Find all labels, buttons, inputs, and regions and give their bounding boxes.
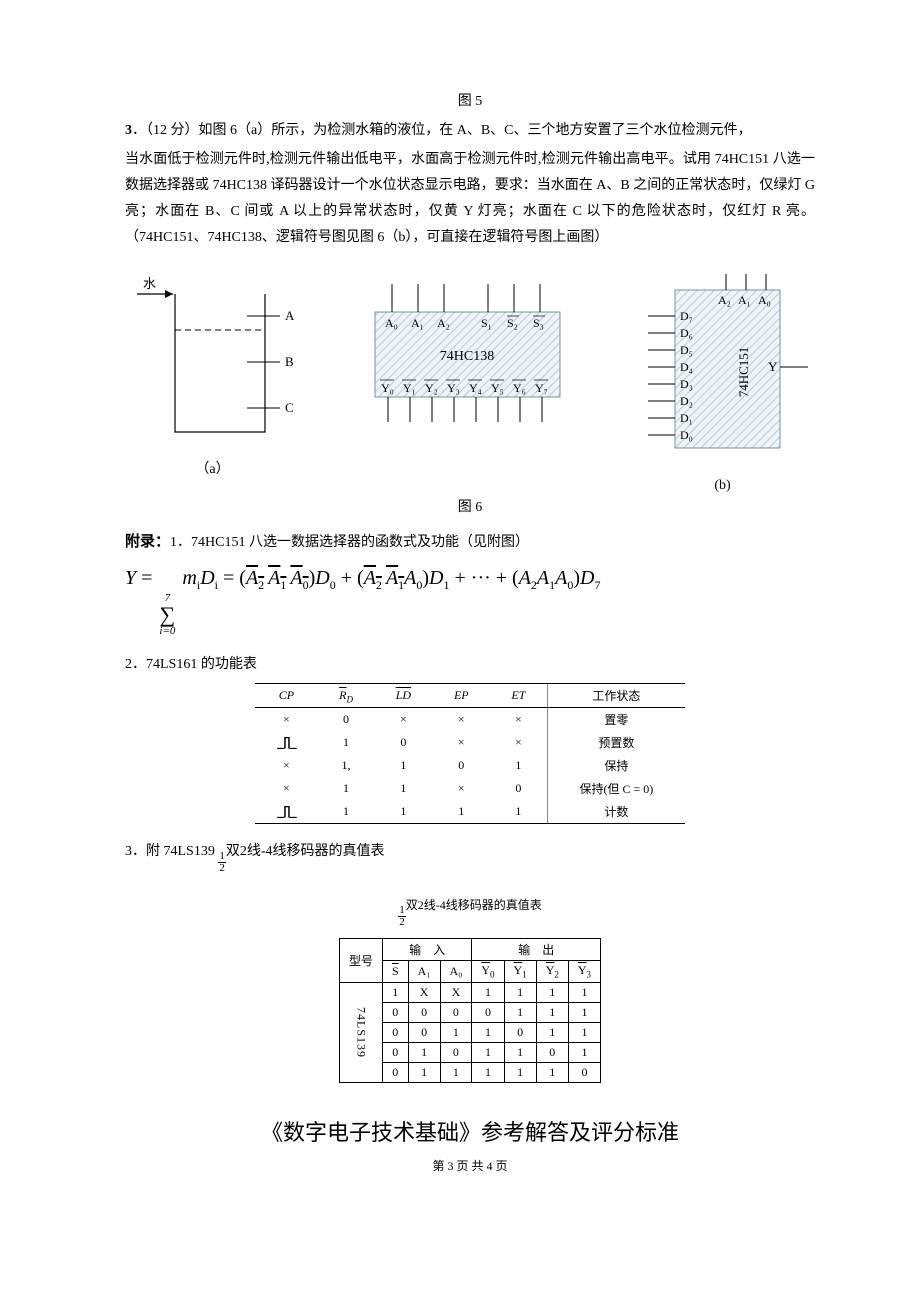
svg-text:Y₇: Y₇ xyxy=(535,381,548,395)
svg-text:D₁: D₁ xyxy=(680,411,693,425)
svg-text:D₅: D₅ xyxy=(680,343,693,357)
page-footer: 第 3 页 共 4 页 xyxy=(125,1157,815,1174)
label-A: A xyxy=(285,308,295,323)
svg-text:D₂: D₂ xyxy=(680,394,693,408)
caption-b: (b) xyxy=(630,478,815,494)
document-title: 《数字电子技术基础》参考解答及评分标准 xyxy=(125,1115,815,1147)
label-C: C xyxy=(285,400,294,415)
q3-heading: 3．（12 分）如图 6（a）所示，为检测水箱的液位，在 A、B、C、三个地方安… xyxy=(125,118,815,144)
water-label: 水 xyxy=(143,276,156,291)
appendix-heading: 附录：1．74HC151 八选一数据选择器的函数式及功能（见附图） xyxy=(125,530,815,551)
svg-text:Y₁: Y₁ xyxy=(403,381,416,395)
diagram-138-wrap: 74HC138 A₀ A₁ A₂ S₁ S₂ S₃ Y₀ Y₁ Y₂ Y₃ Y₄ Y₅ Y₆ Y₇ xyxy=(350,272,580,452)
svg-text:Y₄: Y₄ xyxy=(469,381,482,395)
svg-text:A₂: A₂ xyxy=(718,293,731,307)
svg-text:S₁: S₁ xyxy=(481,316,492,330)
table-74ls139: 型号输 入输 出SA₁A₀Y0Y1Y2Y374LS1391XX111100001… xyxy=(339,938,601,1082)
svg-text:Y₃: Y₃ xyxy=(447,381,460,395)
formula-Y: Y = 7 ∑ i=0 miDi = (A2 A1 A0)D0 + (A2 A1… xyxy=(125,567,815,637)
svg-text:D₆: D₆ xyxy=(680,326,693,340)
caption-a: （a） xyxy=(125,458,300,478)
fig5-caption: 图 5 xyxy=(125,90,815,110)
svg-text:Y₆: Y₆ xyxy=(513,381,526,395)
svg-text:A₁: A₁ xyxy=(738,293,751,307)
svg-text:A₂: A₂ xyxy=(437,316,450,330)
svg-text:D₀: D₀ xyxy=(680,428,693,442)
diagram-151: A₂ A₁ A₀ D₇ D₆ D₅ D₄ D₃ D₂ D₁ D₀ 74HC151 Y xyxy=(630,272,815,467)
diagram-a: 水 A B C xyxy=(125,272,300,447)
chip-138-title: 74HC138 xyxy=(440,349,494,364)
diagram-138: 74HC138 A₀ A₁ A₂ S₁ S₂ S₃ Y₀ Y₁ Y₂ Y₃ Y₄ Y₅ Y₆ Y₇ xyxy=(350,272,580,447)
svg-text:74HC151: 74HC151 xyxy=(736,347,751,398)
svg-text:Y₅: Y₅ xyxy=(491,381,504,395)
svg-text:Y: Y xyxy=(768,359,778,374)
svg-text:D₃: D₃ xyxy=(680,377,693,391)
q3-head-text: 如图 6（a）所示，为检测水箱的液位，在 A、B、C、三个地方安置了三个水位检测… xyxy=(199,123,752,138)
fig6-caption: 图 6 xyxy=(125,496,815,516)
q3-number: 3 xyxy=(125,123,132,138)
table-139-caption: 12双2线-4线移码器的真值表 xyxy=(125,896,815,928)
svg-text:D₇: D₇ xyxy=(680,309,693,323)
svg-text:D₄: D₄ xyxy=(680,360,693,374)
label-B: B xyxy=(285,354,294,369)
svg-text:A₀: A₀ xyxy=(385,316,398,330)
svg-text:A₀: A₀ xyxy=(758,293,771,307)
appendix-label: 附录： xyxy=(125,533,170,550)
svg-text:Y₂: Y₂ xyxy=(425,381,438,395)
svg-text:S₂: S₂ xyxy=(507,316,518,330)
svg-text:A₁: A₁ xyxy=(411,316,424,330)
q3-body: 当水面低于检测元件时,检测元件输出低电平，水面高于检测元件时,检测元件输出高电平… xyxy=(125,147,815,251)
q3-points: （12 分） xyxy=(146,123,199,138)
table-74ls161: CPRDLDEPET工作状态×0×××置零_∏_10××预置数×1,101保持×… xyxy=(255,683,685,824)
section-2: 2．74LS161 的功能表 xyxy=(125,653,815,673)
diagram-a-wrap: 水 A B C （a） xyxy=(125,272,300,478)
question-3: 3．（12 分）如图 6（a）所示，为检测水箱的液位，在 A、B、C、三个地方安… xyxy=(125,118,815,250)
appendix-item1: 1．74HC151 八选一数据选择器的函数式及功能（见附图） xyxy=(170,535,529,550)
svg-text:Y₀: Y₀ xyxy=(381,381,394,395)
figure-6-row: 水 A B C （a） 74HC138 xyxy=(125,272,815,494)
svg-text:S₃: S₃ xyxy=(533,316,544,330)
page: 图 5 3．（12 分）如图 6（a）所示，为检测水箱的液位，在 A、B、C、三… xyxy=(0,0,920,1214)
diagram-151-wrap: A₂ A₁ A₀ D₇ D₆ D₅ D₄ D₃ D₂ D₁ D₀ 74HC151 Y (b) xyxy=(630,272,815,494)
section-3: 3．附 74LS139 12双2线-4线移码器的真值表 xyxy=(125,840,815,874)
